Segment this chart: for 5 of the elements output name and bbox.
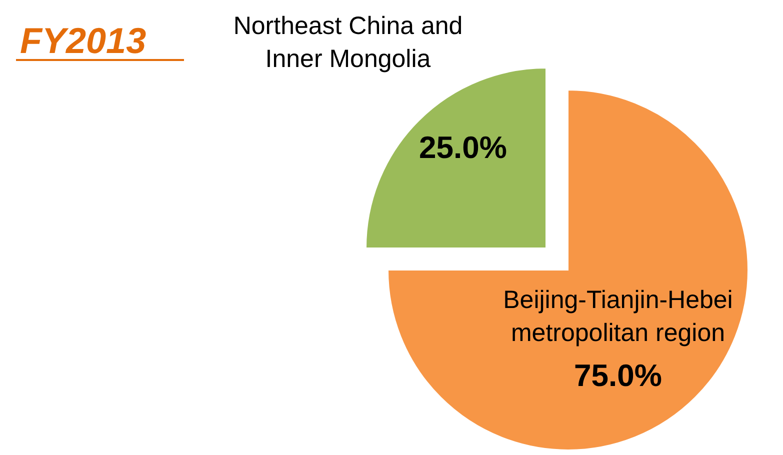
data-label: 25.0% (419, 130, 507, 165)
chart-title: FY2013 (20, 20, 146, 61)
slice-label: Northeast China and Inner Mongolia (233, 12, 463, 73)
data-label: 75.0% (574, 358, 662, 393)
slice-label: Beijing-Tianjin-Hebei metropolitan region (503, 286, 733, 347)
